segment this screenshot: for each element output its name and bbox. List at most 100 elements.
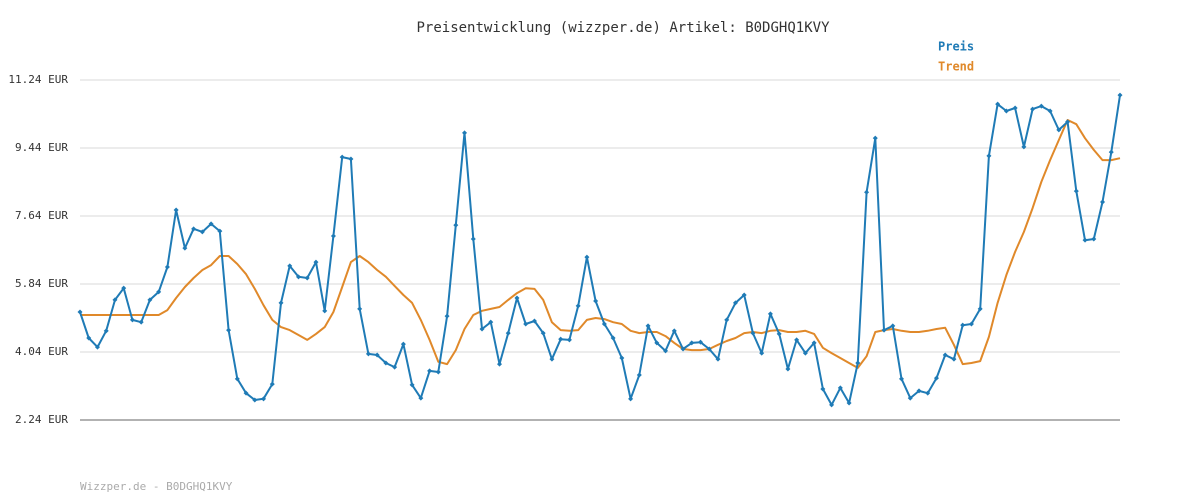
y-tick-label: 11.24 EUR xyxy=(8,73,68,86)
point-marker xyxy=(855,360,861,366)
point-marker xyxy=(601,321,607,327)
point-marker xyxy=(977,306,983,312)
point-marker xyxy=(427,368,433,374)
point-marker xyxy=(1030,106,1036,112)
point-marker xyxy=(496,361,502,367)
point-marker xyxy=(1003,108,1009,114)
point-marker xyxy=(418,395,424,401)
point-marker xyxy=(409,382,415,388)
point-marker xyxy=(1012,105,1018,111)
point-marker xyxy=(706,346,712,352)
point-marker xyxy=(514,295,520,301)
point-marker xyxy=(759,350,765,356)
point-marker xyxy=(680,346,686,352)
point-marker xyxy=(1038,103,1044,109)
point-marker xyxy=(549,356,555,362)
point-marker xyxy=(322,308,328,314)
point-marker xyxy=(374,352,380,358)
point-marker xyxy=(1047,108,1053,114)
point-marker xyxy=(462,130,468,136)
point-marker xyxy=(86,335,92,341)
point-marker xyxy=(1073,188,1079,194)
point-marker xyxy=(741,292,747,298)
point-marker xyxy=(339,154,345,160)
point-marker xyxy=(1021,144,1027,150)
point-marker xyxy=(444,313,450,319)
point-marker xyxy=(1065,119,1071,125)
series-line xyxy=(80,119,1121,369)
point-marker xyxy=(785,366,791,372)
point-marker xyxy=(121,285,127,291)
point-marker xyxy=(995,101,1001,107)
point-marker xyxy=(330,233,336,239)
point-marker xyxy=(278,300,284,306)
point-marker xyxy=(226,327,232,333)
point-marker xyxy=(103,328,109,334)
point-marker xyxy=(794,337,800,343)
point-marker xyxy=(400,341,406,347)
point-marker xyxy=(715,356,721,362)
point-marker xyxy=(724,317,730,323)
point-marker xyxy=(505,330,511,336)
point-marker xyxy=(217,228,223,234)
point-marker xyxy=(663,348,669,354)
point-marker xyxy=(942,352,948,358)
point-marker xyxy=(1056,127,1062,133)
y-tick-label: 9.44 EUR xyxy=(15,141,68,154)
point-marker xyxy=(129,317,135,323)
legend-label: Preis xyxy=(938,40,974,54)
point-marker xyxy=(191,226,197,232)
series-line xyxy=(79,94,1121,406)
point-marker xyxy=(960,322,966,328)
point-marker xyxy=(470,236,476,242)
point-marker xyxy=(138,319,144,325)
point-marker xyxy=(916,388,922,394)
point-marker xyxy=(925,390,931,396)
point-marker xyxy=(689,340,695,346)
point-marker xyxy=(558,336,564,342)
point-marker xyxy=(304,275,310,281)
point-marker xyxy=(182,245,188,251)
point-marker xyxy=(802,350,808,356)
point-marker xyxy=(767,311,773,317)
point-marker xyxy=(907,395,913,401)
point-marker xyxy=(488,319,494,325)
point-marker xyxy=(872,135,878,141)
point-marker xyxy=(636,372,642,378)
point-marker xyxy=(479,326,485,332)
point-marker xyxy=(776,331,782,337)
footer: Wizzper.de - B0DGHQ1KVY xyxy=(80,480,233,493)
point-marker xyxy=(269,381,275,387)
point-marker xyxy=(1082,237,1088,243)
point-marker xyxy=(435,369,441,375)
chart-title: Preisentwicklung (wizzper.de) Artikel: B… xyxy=(416,20,830,36)
point-marker xyxy=(147,297,153,303)
point-marker xyxy=(243,390,249,396)
point-marker xyxy=(698,339,704,345)
point-marker xyxy=(986,153,992,159)
point-marker xyxy=(112,297,118,303)
point-marker xyxy=(951,356,957,362)
point-marker xyxy=(593,298,599,304)
point-marker xyxy=(890,323,896,329)
y-tick-label: 2.24 EUR xyxy=(15,413,68,426)
point-marker xyxy=(671,328,677,334)
point-marker xyxy=(348,156,354,162)
point-marker xyxy=(295,274,301,280)
point-marker xyxy=(1091,236,1097,242)
point-marker xyxy=(313,259,319,265)
point-marker xyxy=(654,340,660,346)
point-marker xyxy=(94,344,100,350)
point-marker xyxy=(156,289,162,295)
point-marker xyxy=(811,340,817,346)
point-marker xyxy=(173,207,179,213)
point-marker xyxy=(365,351,371,357)
point-marker xyxy=(864,189,870,195)
point-marker xyxy=(881,327,887,333)
point-marker xyxy=(619,355,625,361)
point-marker xyxy=(829,402,835,408)
point-marker xyxy=(1108,149,1114,155)
point-marker xyxy=(77,309,83,315)
